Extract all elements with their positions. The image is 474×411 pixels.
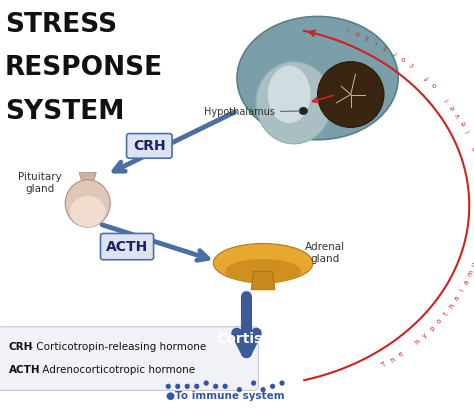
Ellipse shape [256,62,332,144]
Text: y: y [422,332,429,339]
Ellipse shape [194,381,199,386]
Text: e: e [460,120,467,126]
Ellipse shape [268,66,310,123]
Polygon shape [251,271,275,290]
Text: o: o [355,29,361,36]
Ellipse shape [299,107,308,115]
Text: Hypothalamus: Hypothalamus [204,107,301,117]
Text: a: a [463,279,470,285]
Text: h: h [389,356,396,364]
Text: Cortisol: Cortisol [216,332,277,346]
Text: STRESS: STRESS [5,12,117,38]
Text: l: l [459,288,465,292]
Text: a: a [454,295,461,301]
Text: SYSTEM: SYSTEM [5,99,124,125]
Ellipse shape [213,243,313,283]
Ellipse shape [175,381,180,386]
Text: s: s [365,33,371,41]
Text: t: t [442,311,449,316]
Text: o: o [472,145,474,151]
Text: CRH: CRH [133,139,165,153]
Text: RESPONSE: RESPONSE [5,55,163,81]
Text: ACTH: ACTH [9,365,40,375]
Ellipse shape [70,196,105,227]
Text: l: l [444,97,450,102]
Text: c: c [408,61,415,68]
Text: h: h [448,302,456,309]
Ellipse shape [165,381,171,386]
Text: t: t [383,44,389,50]
Text: - Adrenocorticotropic hormone: - Adrenocorticotropic hormone [32,365,195,375]
Text: v: v [455,112,462,118]
FancyBboxPatch shape [0,327,258,390]
Text: e: e [449,104,457,110]
Ellipse shape [279,384,284,389]
FancyBboxPatch shape [100,233,154,260]
Text: l: l [465,129,471,134]
Ellipse shape [237,16,398,140]
Text: r: r [392,49,398,55]
Text: - Corticotropin-releasing hormone: - Corticotropin-releasing hormone [26,342,206,352]
Ellipse shape [225,259,301,284]
Text: u: u [471,262,474,268]
Text: i: i [374,39,379,45]
Text: ACTH: ACTH [106,240,148,254]
Text: f: f [424,74,430,80]
Ellipse shape [222,381,228,386]
Text: CRH: CRH [9,342,33,352]
Text: l: l [346,25,350,32]
Ellipse shape [65,180,110,227]
Text: Adrenal
gland: Adrenal gland [305,242,345,263]
FancyBboxPatch shape [127,134,172,158]
Ellipse shape [260,384,266,389]
Text: Pituitary
gland: Pituitary gland [18,172,62,194]
Text: o: o [436,318,443,325]
Text: o: o [430,81,438,88]
Ellipse shape [185,387,190,392]
Text: ●To immune system: ●To immune system [166,391,284,401]
Polygon shape [79,173,96,181]
Text: e: e [398,351,405,358]
Ellipse shape [251,387,256,392]
Text: T: T [380,362,387,369]
Text: h: h [414,338,421,346]
Text: m: m [467,269,474,277]
Ellipse shape [270,381,275,386]
Ellipse shape [318,62,384,127]
Ellipse shape [213,384,219,389]
Ellipse shape [203,384,209,389]
Ellipse shape [237,387,242,392]
Text: o: o [400,55,407,62]
Text: p: p [429,325,436,332]
